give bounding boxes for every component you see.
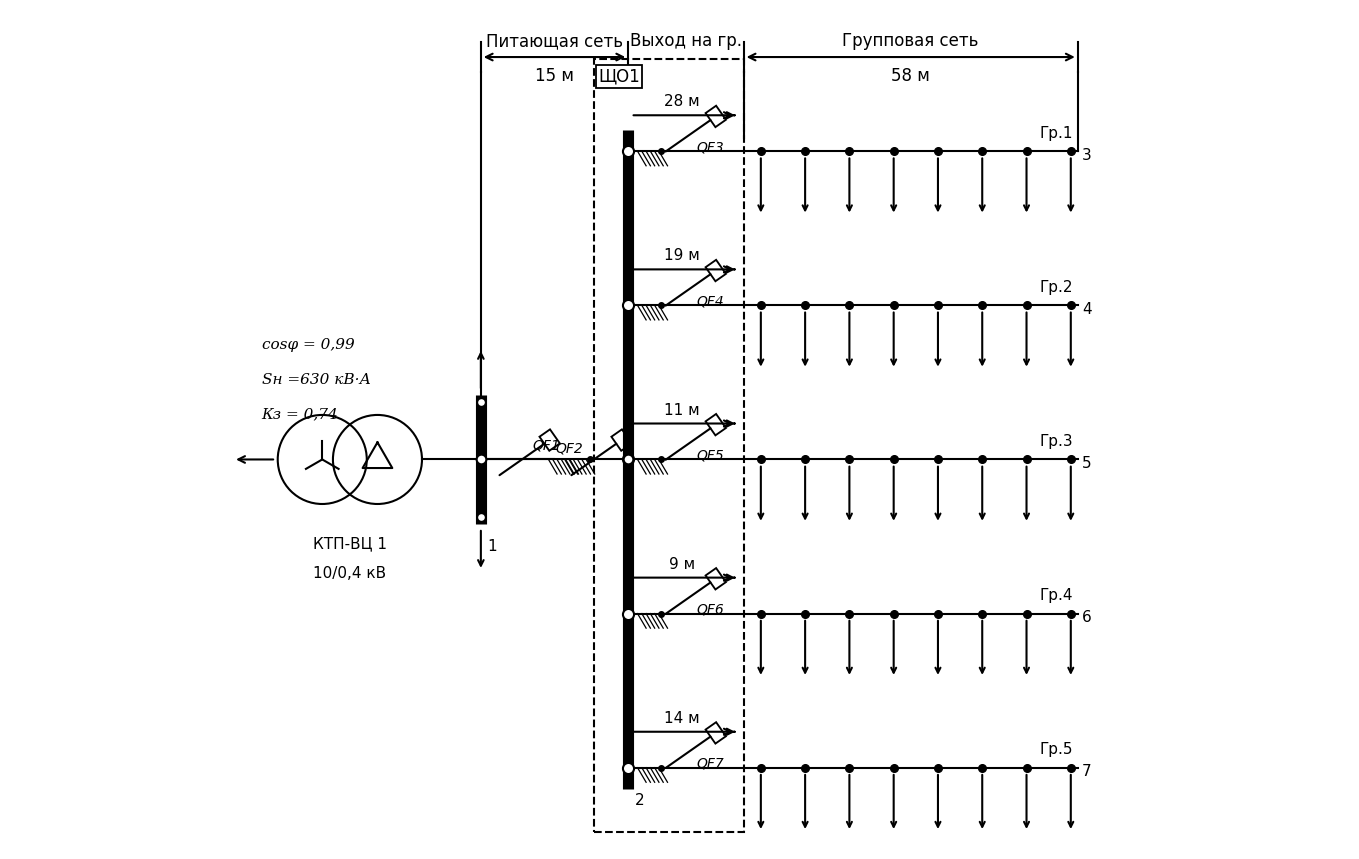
Text: cosφ = 0,99: cosφ = 0,99 [262,338,355,352]
Text: 19 м: 19 м [663,248,700,264]
Text: 4: 4 [1082,302,1091,317]
Text: QF4: QF4 [697,295,724,308]
Polygon shape [612,430,632,451]
Text: 58 м: 58 м [892,67,930,85]
Text: 2: 2 [635,794,644,808]
Text: Гр.4: Гр.4 [1040,588,1074,603]
Text: Гр.2: Гр.2 [1040,280,1074,295]
Text: 5: 5 [1082,456,1091,472]
Text: 10/0,4 кВ: 10/0,4 кВ [314,565,386,581]
Text: Гр.3: Гр.3 [1040,434,1074,449]
Polygon shape [705,568,726,589]
Text: 9 м: 9 м [669,557,694,571]
Text: ЩО1: ЩО1 [598,67,640,85]
Polygon shape [705,414,726,436]
Text: QF7: QF7 [697,757,724,771]
Text: Выход на гр.: Выход на гр. [631,32,742,50]
Text: КТП-ВЦ 1: КТП-ВЦ 1 [313,537,387,551]
Text: 1: 1 [488,539,497,554]
Polygon shape [705,259,726,281]
Text: QF3: QF3 [697,140,724,154]
Text: Питающая сеть: Питающая сеть [487,32,622,50]
Text: QF6: QF6 [697,602,724,617]
Text: 28 м: 28 м [663,94,700,109]
Polygon shape [705,722,726,744]
Text: 15 м: 15 м [535,67,573,85]
Text: 7: 7 [1082,765,1091,779]
Text: Гр.1: Гр.1 [1040,126,1074,141]
Text: Sн =630 кВ·А: Sн =630 кВ·А [262,373,371,387]
Text: QF1: QF1 [533,439,560,453]
Text: QF5: QF5 [697,448,724,462]
Text: Кз = 0,74: Кз = 0,74 [262,407,338,421]
Text: Групповая сеть: Групповая сеть [843,32,978,50]
Polygon shape [540,430,560,451]
Text: Гр.5: Гр.5 [1040,742,1074,758]
Polygon shape [705,106,726,127]
Text: 14 м: 14 м [663,710,700,726]
Text: 3: 3 [1082,148,1091,163]
Text: 6: 6 [1082,611,1091,625]
Text: 11 м: 11 м [663,403,700,417]
Text: QF2: QF2 [556,442,583,455]
